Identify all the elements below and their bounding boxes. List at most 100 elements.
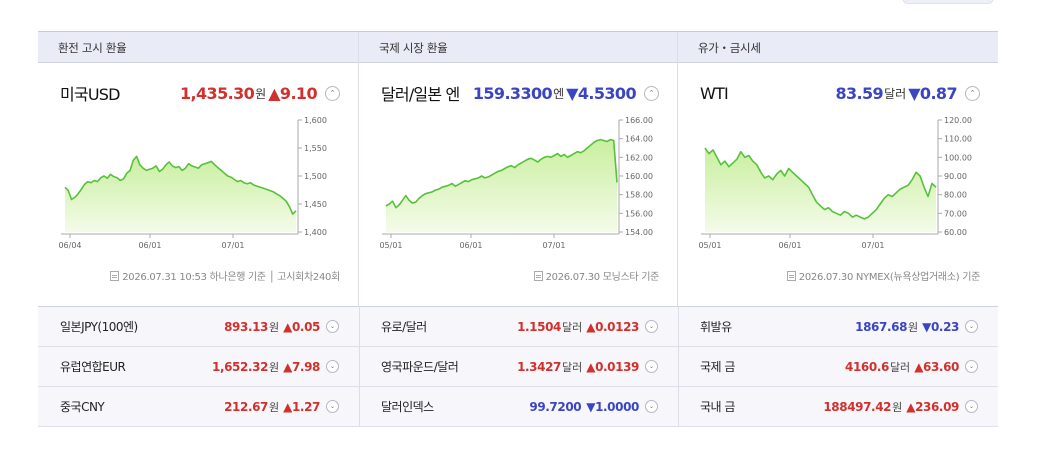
quote-row[interactable]: 유럽연합EUR 1,652.32 원 ▲7.98 ⌄	[38, 347, 359, 387]
wti-chart: 120.00 110.00 100.00 90.00 80.00 70.00 60.00 05…	[688, 114, 984, 262]
main-quote[interactable]: 달러/일본 엔 159.3300 엔 ▼4.5300 ⌃	[381, 82, 659, 104]
chevron-down-icon[interactable]: ⌄	[326, 360, 339, 373]
change-value: 0.0139	[595, 359, 639, 374]
x-tick-label: 07/01	[542, 241, 565, 250]
row-name: 국제 금	[700, 360, 735, 374]
quote-row[interactable]: 국내 금 188497.42 원 ▲236.09 ⌄	[678, 387, 998, 427]
quote-unit: 엔	[553, 86, 565, 101]
source-note: 2026.07.31 10:53 하나은행 기준 │ 고시회차240회	[110, 268, 340, 283]
chevron-down-icon[interactable]: ⌄	[645, 400, 658, 413]
series-line	[64, 155, 297, 215]
row-unit: 달러	[561, 320, 583, 334]
chevron-down-icon[interactable]: ⌄	[326, 400, 339, 413]
area-fill	[65, 156, 296, 232]
quote-value: 1,435.30	[180, 83, 255, 103]
row-value: 99.7200	[529, 399, 582, 414]
quote-row[interactable]: 중국CNY 212.67 원 ▲1.27 ⌄	[38, 387, 359, 427]
down-arrow-icon: ▼	[566, 83, 578, 103]
y-tick-label: 162.00	[625, 153, 653, 162]
row-change: ▲1.27	[283, 400, 320, 414]
top-pill-button[interactable]	[902, 0, 994, 4]
row-unit: 원	[269, 360, 280, 374]
series-line	[385, 138, 618, 209]
quote-row[interactable]: 영국파운드/달러 1.3427 달러 ▲0.0139 ⌄	[359, 347, 678, 387]
chevron-down-icon[interactable]: ⌄	[965, 360, 978, 373]
row-value: 212.67	[224, 399, 269, 414]
change-value: 0.05	[291, 319, 320, 334]
row-unit: 원	[908, 320, 919, 334]
quote-change: ▼4.5300	[566, 84, 636, 103]
quote-row[interactable]: 휘발유 1867.68 원 ▼0.23 ⌄	[678, 307, 998, 347]
main-quote[interactable]: 미국USD 1,435.30 원 ▲9.10 ⌃	[60, 82, 340, 104]
chevron-up-icon[interactable]: ⌃	[325, 85, 340, 101]
quote-row[interactable]: 유로/달러 1.1504 달러 ▲0.0123 ⌄	[359, 307, 678, 347]
row-value: 1867.68	[855, 319, 908, 334]
chevron-down-icon[interactable]: ⌄	[326, 320, 339, 333]
y-tick-label: 1,500	[304, 172, 327, 181]
chevron-up-icon[interactable]: ⌃	[644, 85, 659, 101]
chevron-up-icon[interactable]: ⌃	[965, 85, 980, 101]
y-tick-label: 156.00	[625, 209, 653, 218]
row-change: ▼0.23	[922, 320, 959, 334]
row-change: ▲63.60	[914, 360, 959, 374]
main-quote[interactable]: WTI 83.59 달러 ▼0.87 ⌃	[700, 82, 980, 104]
row-value: 188497.42	[823, 399, 892, 414]
x-tick-label: 06/01	[138, 241, 161, 250]
chart-svg: 1,600 1,550 1,500 1,450 1,400 06/04 06/01 07/01	[58, 116, 327, 250]
series-line	[704, 147, 937, 220]
row-unit: 원	[269, 320, 280, 334]
y-tick-label: 60.00	[944, 228, 967, 237]
change-value: 1.27	[291, 399, 320, 414]
x-tick-label: 07/01	[861, 241, 884, 250]
document-icon	[533, 270, 543, 281]
row-name: 국내 금	[700, 400, 735, 414]
row-name: 달러인덱스	[381, 400, 434, 414]
y-tick-label: 1,400	[304, 228, 327, 237]
chevron-down-icon[interactable]: ⌄	[965, 320, 978, 333]
source-note: 2026.07.30 NYMEX(뉴욕상업거래소) 기준	[786, 268, 980, 283]
quote-unit: 원	[255, 86, 267, 101]
quote-value: 159.3300	[472, 83, 553, 103]
up-arrow-icon: ▲	[268, 83, 280, 103]
column-international: 국제 시장 환율 달러/일본 엔 159.3300 엔 ▼4.5300 ⌃ 16…	[359, 32, 678, 306]
area-fill	[705, 148, 936, 232]
change-value: 9.10	[279, 83, 318, 103]
quote-row[interactable]: 달러인덱스 99.7200 ▼1.0000 ⌄	[359, 387, 678, 427]
row-change: ▲0.0123	[586, 320, 639, 334]
row-change: ▲0.0139	[586, 360, 639, 374]
y-tick-label: 100.00	[944, 153, 972, 162]
quote-name: WTI	[700, 83, 729, 103]
quote-name: 미국USD	[60, 85, 120, 104]
chevron-down-icon[interactable]: ⌄	[645, 320, 658, 333]
area-fill	[386, 139, 617, 232]
quote-row[interactable]: 국제 금 4160.6 달러 ▲63.60 ⌄	[678, 347, 998, 387]
chevron-down-icon[interactable]: ⌄	[645, 360, 658, 373]
quote-row[interactable]: 일본JPY(100엔) 893.13 원 ▲0.05 ⌄	[38, 307, 359, 347]
change-value: 1.0000	[595, 399, 639, 414]
x-tick-label: 05/01	[379, 241, 402, 250]
source-text: 2026.07.30 모닝스타 기준	[545, 272, 660, 283]
row-change: ▼1.0000	[586, 400, 639, 414]
quote-change: ▼0.87	[908, 84, 957, 103]
up-arrow-icon: ▲	[914, 359, 924, 374]
row-change: ▲7.98	[283, 360, 320, 374]
source-note: 2026.07.30 모닝스타 기준	[533, 268, 660, 283]
y-tick-label: 110.00	[944, 135, 972, 144]
row-unit: 달러	[561, 360, 583, 374]
row-unit: 달러	[889, 360, 911, 374]
quote-change: ▲9.10	[268, 84, 317, 103]
down-arrow-icon: ▼	[922, 319, 931, 334]
column-header: 유가・금시세	[678, 32, 998, 63]
y-tick-label: 160.00	[625, 172, 653, 181]
x-tick-label: 07/01	[221, 241, 244, 250]
jpy-chart: 166.00 164.00 162.00 160.00 158.00 156.00 154.…	[369, 114, 665, 262]
chevron-down-icon[interactable]: ⌄	[965, 400, 978, 413]
change-value: 7.98	[291, 359, 320, 374]
row-name: 영국파운드/달러	[381, 360, 459, 374]
row-name: 휘발유	[700, 320, 732, 334]
down-arrow-icon: ▼	[908, 83, 920, 103]
row-value: 4160.6	[845, 359, 889, 374]
up-arrow-icon: ▲	[283, 319, 292, 334]
usd-chart: 1,600 1,550 1,500 1,450 1,400 06/04 06/01 07/01	[48, 114, 344, 262]
quote-value: 83.59	[835, 83, 884, 103]
